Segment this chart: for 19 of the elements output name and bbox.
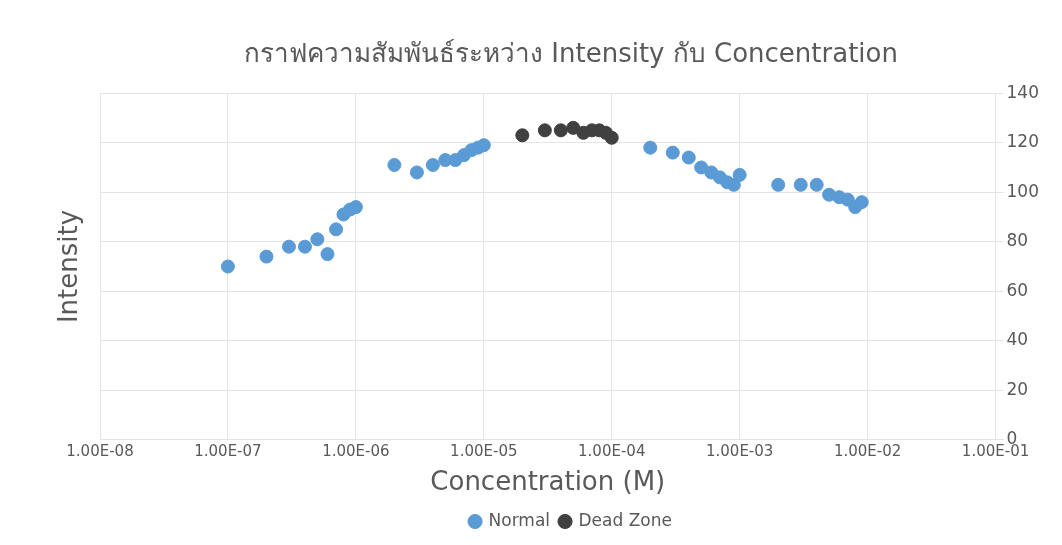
x-axis-title: Concentration (M) [430,466,666,497]
y-tick-label: 100 [1006,180,1040,201]
x-tick-label: 1.00E-08 [66,441,134,460]
y-tick-label: 20 [1006,378,1029,399]
x-tick-label: 1.00E-02 [833,441,902,460]
y-tick-label: 60 [1006,279,1029,300]
x-tick-label: 1.00E-07 [194,441,262,460]
x-tick-label: 1.00E-03 [705,441,774,460]
legend-label: Normal [488,509,551,530]
y-tick-label: 40 [1006,329,1029,350]
x-tick-label: 1.00E-05 [450,441,518,460]
x-tick-label: 1.00E-04 [578,441,646,460]
legend-label: Dead Zone [578,509,672,530]
x-tick-label: 1.00E-06 [322,441,390,460]
y-axis-title: Intensity [52,209,83,324]
chart-title: กราฟความสัมพันธ์ระหว่าง Intensity กับ Concentration [244,38,898,69]
y-tick-label: 140 [1006,81,1040,102]
y-tick-label: 80 [1006,230,1029,251]
y-tick-label: 120 [1006,131,1040,152]
